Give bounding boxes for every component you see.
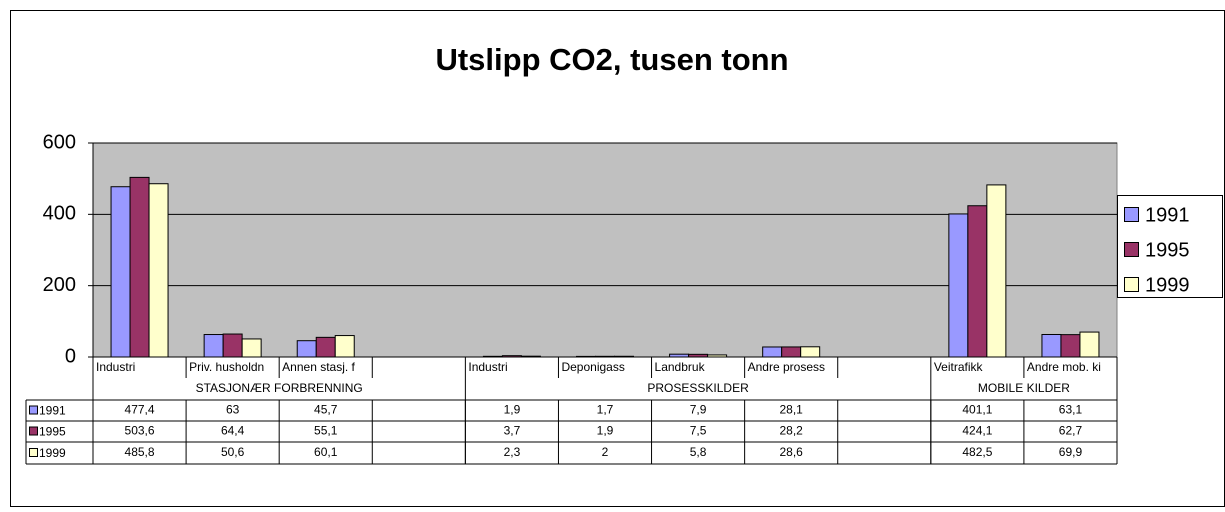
legend-label: 1991 xyxy=(1145,204,1190,226)
table-value: 28,2 xyxy=(780,424,804,438)
table-legend-key xyxy=(29,426,38,436)
bar xyxy=(1060,334,1081,358)
bar xyxy=(203,334,224,358)
bar xyxy=(781,346,802,358)
bar xyxy=(148,183,169,358)
table-legend-key xyxy=(29,448,38,457)
table-value: 62,7 xyxy=(1059,424,1083,438)
table-value: 477,4 xyxy=(125,403,155,417)
bar xyxy=(482,355,503,358)
table-value: 45,7 xyxy=(314,403,338,417)
table-value: 69,9 xyxy=(1059,445,1083,459)
x-tick-label: Priv. husholdn xyxy=(189,360,264,374)
x-tick-label: Industri xyxy=(96,360,135,374)
x-tick-label: Andre prosess xyxy=(748,360,825,374)
bar xyxy=(1079,331,1100,358)
bar xyxy=(241,338,262,358)
bar xyxy=(315,336,336,358)
table-value: 1,9 xyxy=(597,424,614,438)
table-series-name: 1995 xyxy=(39,425,66,439)
group-label: STASJONÆR FORBRENNING xyxy=(196,381,363,395)
table-value: 2,3 xyxy=(504,445,521,459)
table-value: 64,4 xyxy=(221,424,245,438)
group-label: MOBILE KILDER xyxy=(978,381,1070,395)
bar xyxy=(501,355,522,358)
bar xyxy=(948,213,969,358)
table-value: 28,1 xyxy=(780,403,804,417)
bar xyxy=(222,333,243,358)
table-series-name: 1991 xyxy=(39,404,66,418)
table-value: 3,7 xyxy=(504,424,521,438)
table-value: 63,1 xyxy=(1059,403,1083,417)
table-value: 1,9 xyxy=(504,403,521,417)
table-value: 7,9 xyxy=(690,403,707,417)
bar xyxy=(334,335,355,358)
bar xyxy=(688,353,709,358)
table-value: 482,5 xyxy=(962,445,992,459)
y-tick-label: 200 xyxy=(43,274,76,296)
group-label: PROSESSKILDER xyxy=(647,381,749,395)
legend-label: 1999 xyxy=(1145,274,1190,296)
x-tick-label: Annen stasj. f xyxy=(282,360,355,374)
table-value: 55,1 xyxy=(314,424,338,438)
bar xyxy=(614,355,634,358)
table-value: 401,1 xyxy=(962,403,992,417)
table-value: 50,6 xyxy=(221,445,245,459)
bar xyxy=(296,340,317,358)
bar xyxy=(576,355,596,358)
legend-key xyxy=(1124,207,1139,222)
bar xyxy=(595,355,615,358)
y-tick-label: 0 xyxy=(65,345,76,367)
plot-area xyxy=(92,142,1118,358)
x-tick-label: Deponigass xyxy=(561,360,624,374)
x-tick-label: Veitrafikk xyxy=(934,360,984,374)
bar xyxy=(1041,333,1062,358)
table-value: 1,7 xyxy=(597,403,614,417)
legend-key xyxy=(1124,242,1139,257)
bar xyxy=(986,184,1007,358)
table-legend-key xyxy=(29,405,38,415)
y-tick-label: 400 xyxy=(43,203,76,225)
table-value: 2 xyxy=(602,445,609,459)
bar xyxy=(800,346,821,358)
table-series-name: 1999 xyxy=(39,446,66,460)
legend-label: 1995 xyxy=(1145,239,1190,261)
bar xyxy=(967,205,988,358)
table-value: 63 xyxy=(226,403,240,417)
x-tick-label: Industri xyxy=(468,360,507,374)
bar xyxy=(110,186,131,358)
table-value: 424,1 xyxy=(962,424,992,438)
table-value: 7,5 xyxy=(690,424,707,438)
table-value: 5,8 xyxy=(690,445,707,459)
legend-key xyxy=(1124,277,1139,292)
bar xyxy=(707,354,728,358)
bar xyxy=(762,346,783,358)
table-value: 485,8 xyxy=(125,445,155,459)
bar xyxy=(669,353,690,358)
table-value: 28,6 xyxy=(780,445,804,459)
chart-title: Utslipp CO2, tusen tonn xyxy=(435,42,788,77)
table-value: 60,1 xyxy=(314,445,338,459)
x-tick-label: Landbruk xyxy=(655,360,706,374)
bar xyxy=(520,355,541,358)
x-tick-label: Andre mob. ki xyxy=(1027,360,1101,374)
bar xyxy=(129,176,150,358)
y-tick-label: 600 xyxy=(43,131,76,153)
table-value: 503,6 xyxy=(125,424,155,438)
